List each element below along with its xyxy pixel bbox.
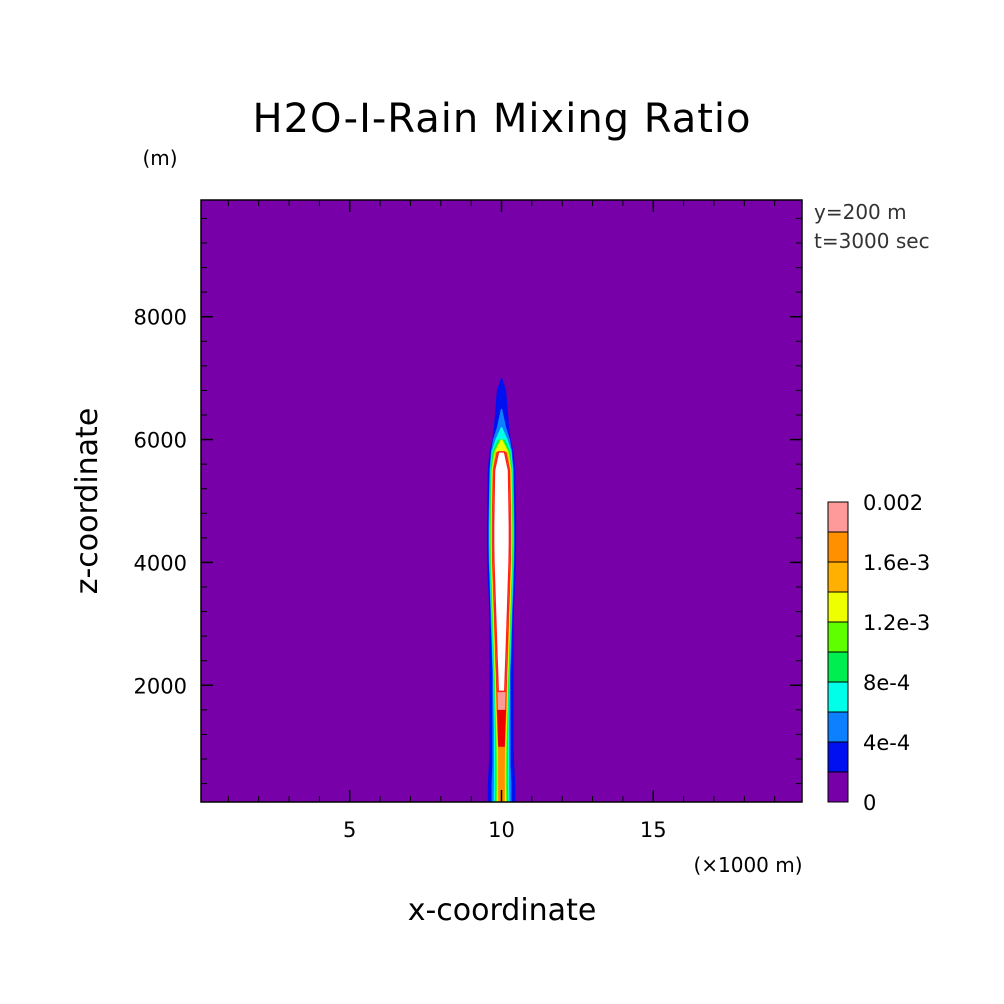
x-minor-ticks — [227, 200, 776, 802]
colorbar-swatch — [827, 531, 849, 563]
colorbar-swatch — [827, 561, 849, 593]
x-tick-label: 15 — [640, 818, 667, 842]
colorbar-tick-label: 8e-4 — [863, 671, 910, 695]
x-tick-label: 5 — [343, 818, 356, 842]
y-axis-label: z-coordinate — [70, 408, 105, 595]
x-unit-label: (×1000 m) — [693, 853, 802, 877]
x-axis-label: x-coordinate — [408, 893, 597, 928]
x-tick-label: 10 — [488, 818, 515, 842]
colorbar-tick-label: 1.6e-3 — [863, 551, 930, 575]
y-unit-label: (m) — [142, 146, 177, 170]
colorbar-tick-label: 0.002 — [863, 491, 923, 515]
colorbar-swatch — [827, 771, 849, 803]
x-axis-ticks: 5 10 15 — [343, 200, 667, 842]
y-tick-label: 2000 — [134, 674, 187, 698]
y-axis-ticks: 2000 4000 6000 8000 — [134, 306, 802, 698]
colorbar-swatch — [827, 651, 849, 683]
colorbar-swatch — [827, 681, 849, 713]
annotation-t: t=3000 sec — [814, 229, 930, 253]
colorbar-swatch — [827, 741, 849, 773]
colorbar-tick-label: 1.2e-3 — [863, 611, 930, 635]
y-tick-label: 6000 — [134, 429, 187, 453]
annotation-y: y=200 m — [814, 200, 907, 224]
colorbar-swatch — [827, 501, 849, 533]
chart-title: H2O-I-Rain Mixing Ratio — [253, 96, 752, 142]
colorbar-tick-label: 0 — [863, 791, 876, 815]
colorbar-swatch — [827, 711, 849, 743]
y-tick-label: 4000 — [134, 551, 187, 575]
colorbar: 0 4e-4 8e-4 1.2e-3 1.6e-3 0.002 — [827, 491, 930, 815]
y-tick-label: 8000 — [134, 306, 187, 330]
colorbar-tick-label: 4e-4 — [863, 731, 910, 755]
colorbar-swatch — [827, 621, 849, 653]
plot-area — [201, 200, 802, 802]
colorbar-swatch — [827, 591, 849, 623]
contour-band-11 — [492, 451, 511, 693]
